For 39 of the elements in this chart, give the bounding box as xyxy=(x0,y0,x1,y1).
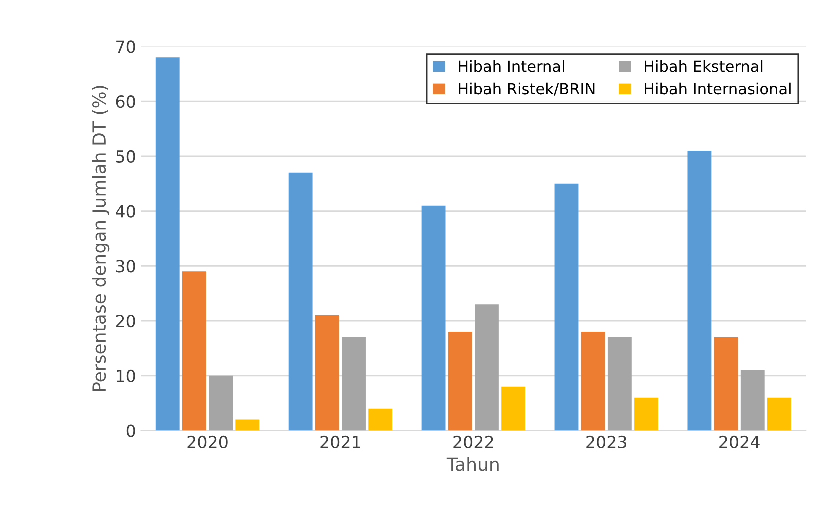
bar xyxy=(608,338,632,431)
bar xyxy=(368,408,393,431)
y-tick-label: 50 xyxy=(116,150,136,164)
bar xyxy=(554,184,579,431)
bar xyxy=(209,376,234,431)
bar xyxy=(714,338,738,431)
legend-label: Hibah Internasional xyxy=(645,82,791,95)
bar xyxy=(288,172,313,431)
bar xyxy=(342,338,366,431)
y-tick-label: 70 xyxy=(116,40,136,54)
bar xyxy=(448,332,472,431)
bar xyxy=(315,316,340,431)
y-tick-label: 60 xyxy=(116,96,136,108)
bar xyxy=(182,272,206,431)
bar xyxy=(236,420,260,431)
y-tick-label: 10 xyxy=(117,370,136,382)
legend-label: Hibah Internal xyxy=(459,60,564,72)
y-tick-label: 20 xyxy=(116,315,136,328)
bar xyxy=(502,386,526,431)
x-tick-label: 2020 xyxy=(188,436,228,449)
bar xyxy=(581,332,606,431)
bar xyxy=(422,206,446,431)
y-tick-label: 40 xyxy=(116,205,136,218)
bar xyxy=(688,150,712,431)
bar xyxy=(634,398,658,431)
bar xyxy=(156,58,180,431)
x-tick-label: 2022 xyxy=(454,436,494,449)
y-tick-label: 0 xyxy=(126,424,136,438)
x-tick-label: 2023 xyxy=(586,436,626,449)
x-tick-label: 2021 xyxy=(320,436,360,449)
bar xyxy=(475,304,499,431)
bar xyxy=(768,398,792,431)
x-axis-title: Tahun xyxy=(446,457,499,472)
x-tick-label: 2024 xyxy=(720,436,760,449)
legend-label: Hibah Ristek/BRIN xyxy=(459,82,595,96)
bar xyxy=(740,370,765,431)
y-tick-label: 30 xyxy=(116,260,136,273)
y-axis-title: Persentase dengan Jumlah DT (%) xyxy=(92,86,110,392)
legend-label: Hibah Eksternal xyxy=(645,60,763,72)
